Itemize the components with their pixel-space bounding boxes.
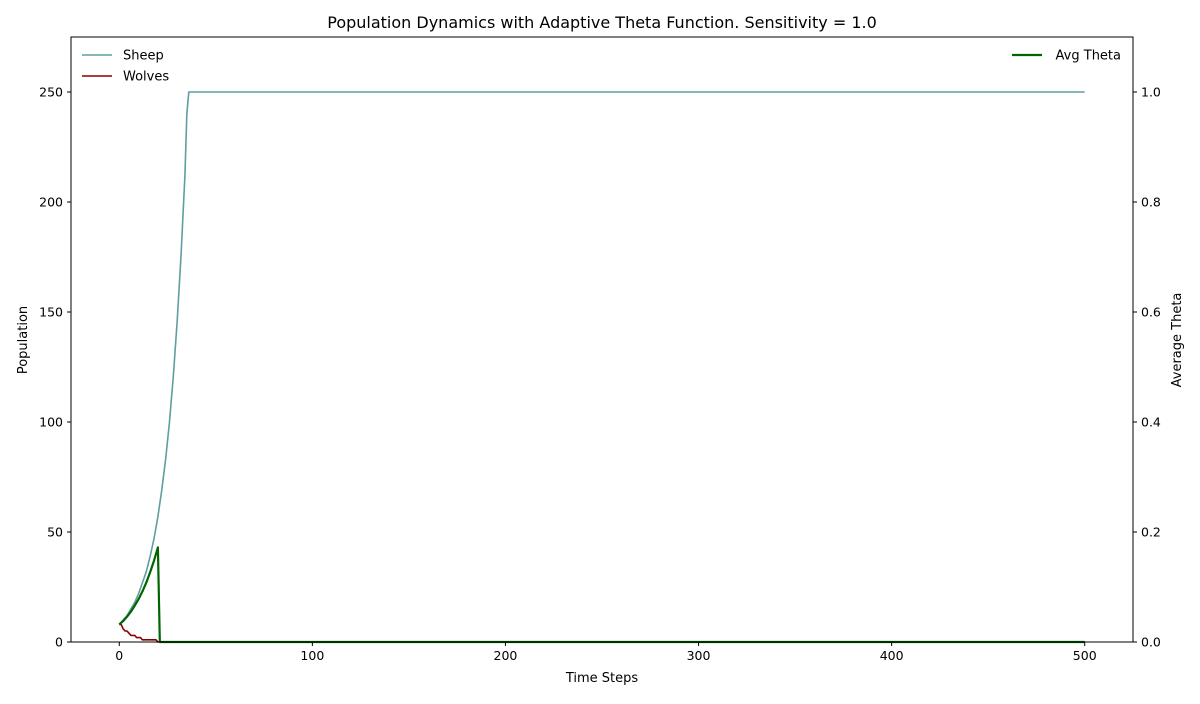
y2-tick-label: 0.6 [1141,305,1161,320]
y-tick-label: 200 [39,195,63,210]
y-tick-label: 100 [39,415,63,430]
plot-frame [70,36,1134,643]
y2-tick-label: 0.8 [1141,195,1161,210]
y2-tick-label: 0.4 [1141,415,1161,430]
y-tick-label: 250 [39,85,63,100]
legend-label-wolves: Wolves [123,70,169,85]
y-tick-label: 0 [55,635,63,650]
y-tick-label: 150 [39,305,63,320]
legend-label-avg-theta: Avg Theta [1056,49,1121,64]
legend-right: Avg Theta [1012,49,1121,64]
chart-title: Population Dynamics with Adaptive Theta … [327,13,877,32]
y-axis-left: 0 50 100 150 200 250 [39,85,71,650]
y2-tick-label: 0.0 [1141,635,1161,650]
series-line-avg-theta [118,546,1085,644]
x-tick-label: 400 [880,648,904,663]
legend-left: Sheep Wolves [82,49,169,85]
x-axis: 0 100 200 300 400 500 [115,642,1097,663]
y-tick-label: 50 [47,525,63,540]
x-tick-label: 100 [300,648,324,663]
y2-tick-label: 0.2 [1141,525,1161,540]
y2-axis-label: Average Theta [1170,293,1185,388]
y-axis-right: 0.0 0.2 0.4 0.6 0.8 1.0 [1133,85,1161,650]
x-tick-label: 500 [1073,648,1097,663]
y2-tick-label: 1.0 [1141,85,1161,100]
plot-area [118,91,1085,644]
x-axis-label: Time Steps [565,671,639,686]
x-tick-label: 0 [115,648,123,663]
x-tick-label: 300 [687,648,711,663]
y-axis-label: Population [16,306,31,374]
series-line-sheep [118,91,1085,625]
x-tick-label: 200 [494,648,518,663]
legend-label-sheep: Sheep [123,49,164,64]
series-line-wolves [119,623,1085,643]
